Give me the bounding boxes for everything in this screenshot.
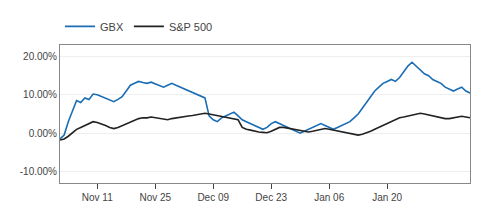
svg-text:0.00%: 0.00% [29,128,57,139]
svg-text:20.00%: 20.00% [23,51,57,62]
svg-text:Dec 09: Dec 09 [197,192,229,203]
svg-text:Dec 23: Dec 23 [255,192,287,203]
svg-text:S&P 500: S&P 500 [169,21,212,33]
svg-text:10.00%: 10.00% [23,89,57,100]
svg-text:Nov 25: Nov 25 [139,192,171,203]
svg-text:Jan 20: Jan 20 [372,192,402,203]
svg-text:-10.00%: -10.00% [20,166,57,177]
svg-text:GBX: GBX [100,21,124,33]
svg-text:Jan 06: Jan 06 [314,192,344,203]
svg-text:Nov 11: Nov 11 [82,192,113,203]
